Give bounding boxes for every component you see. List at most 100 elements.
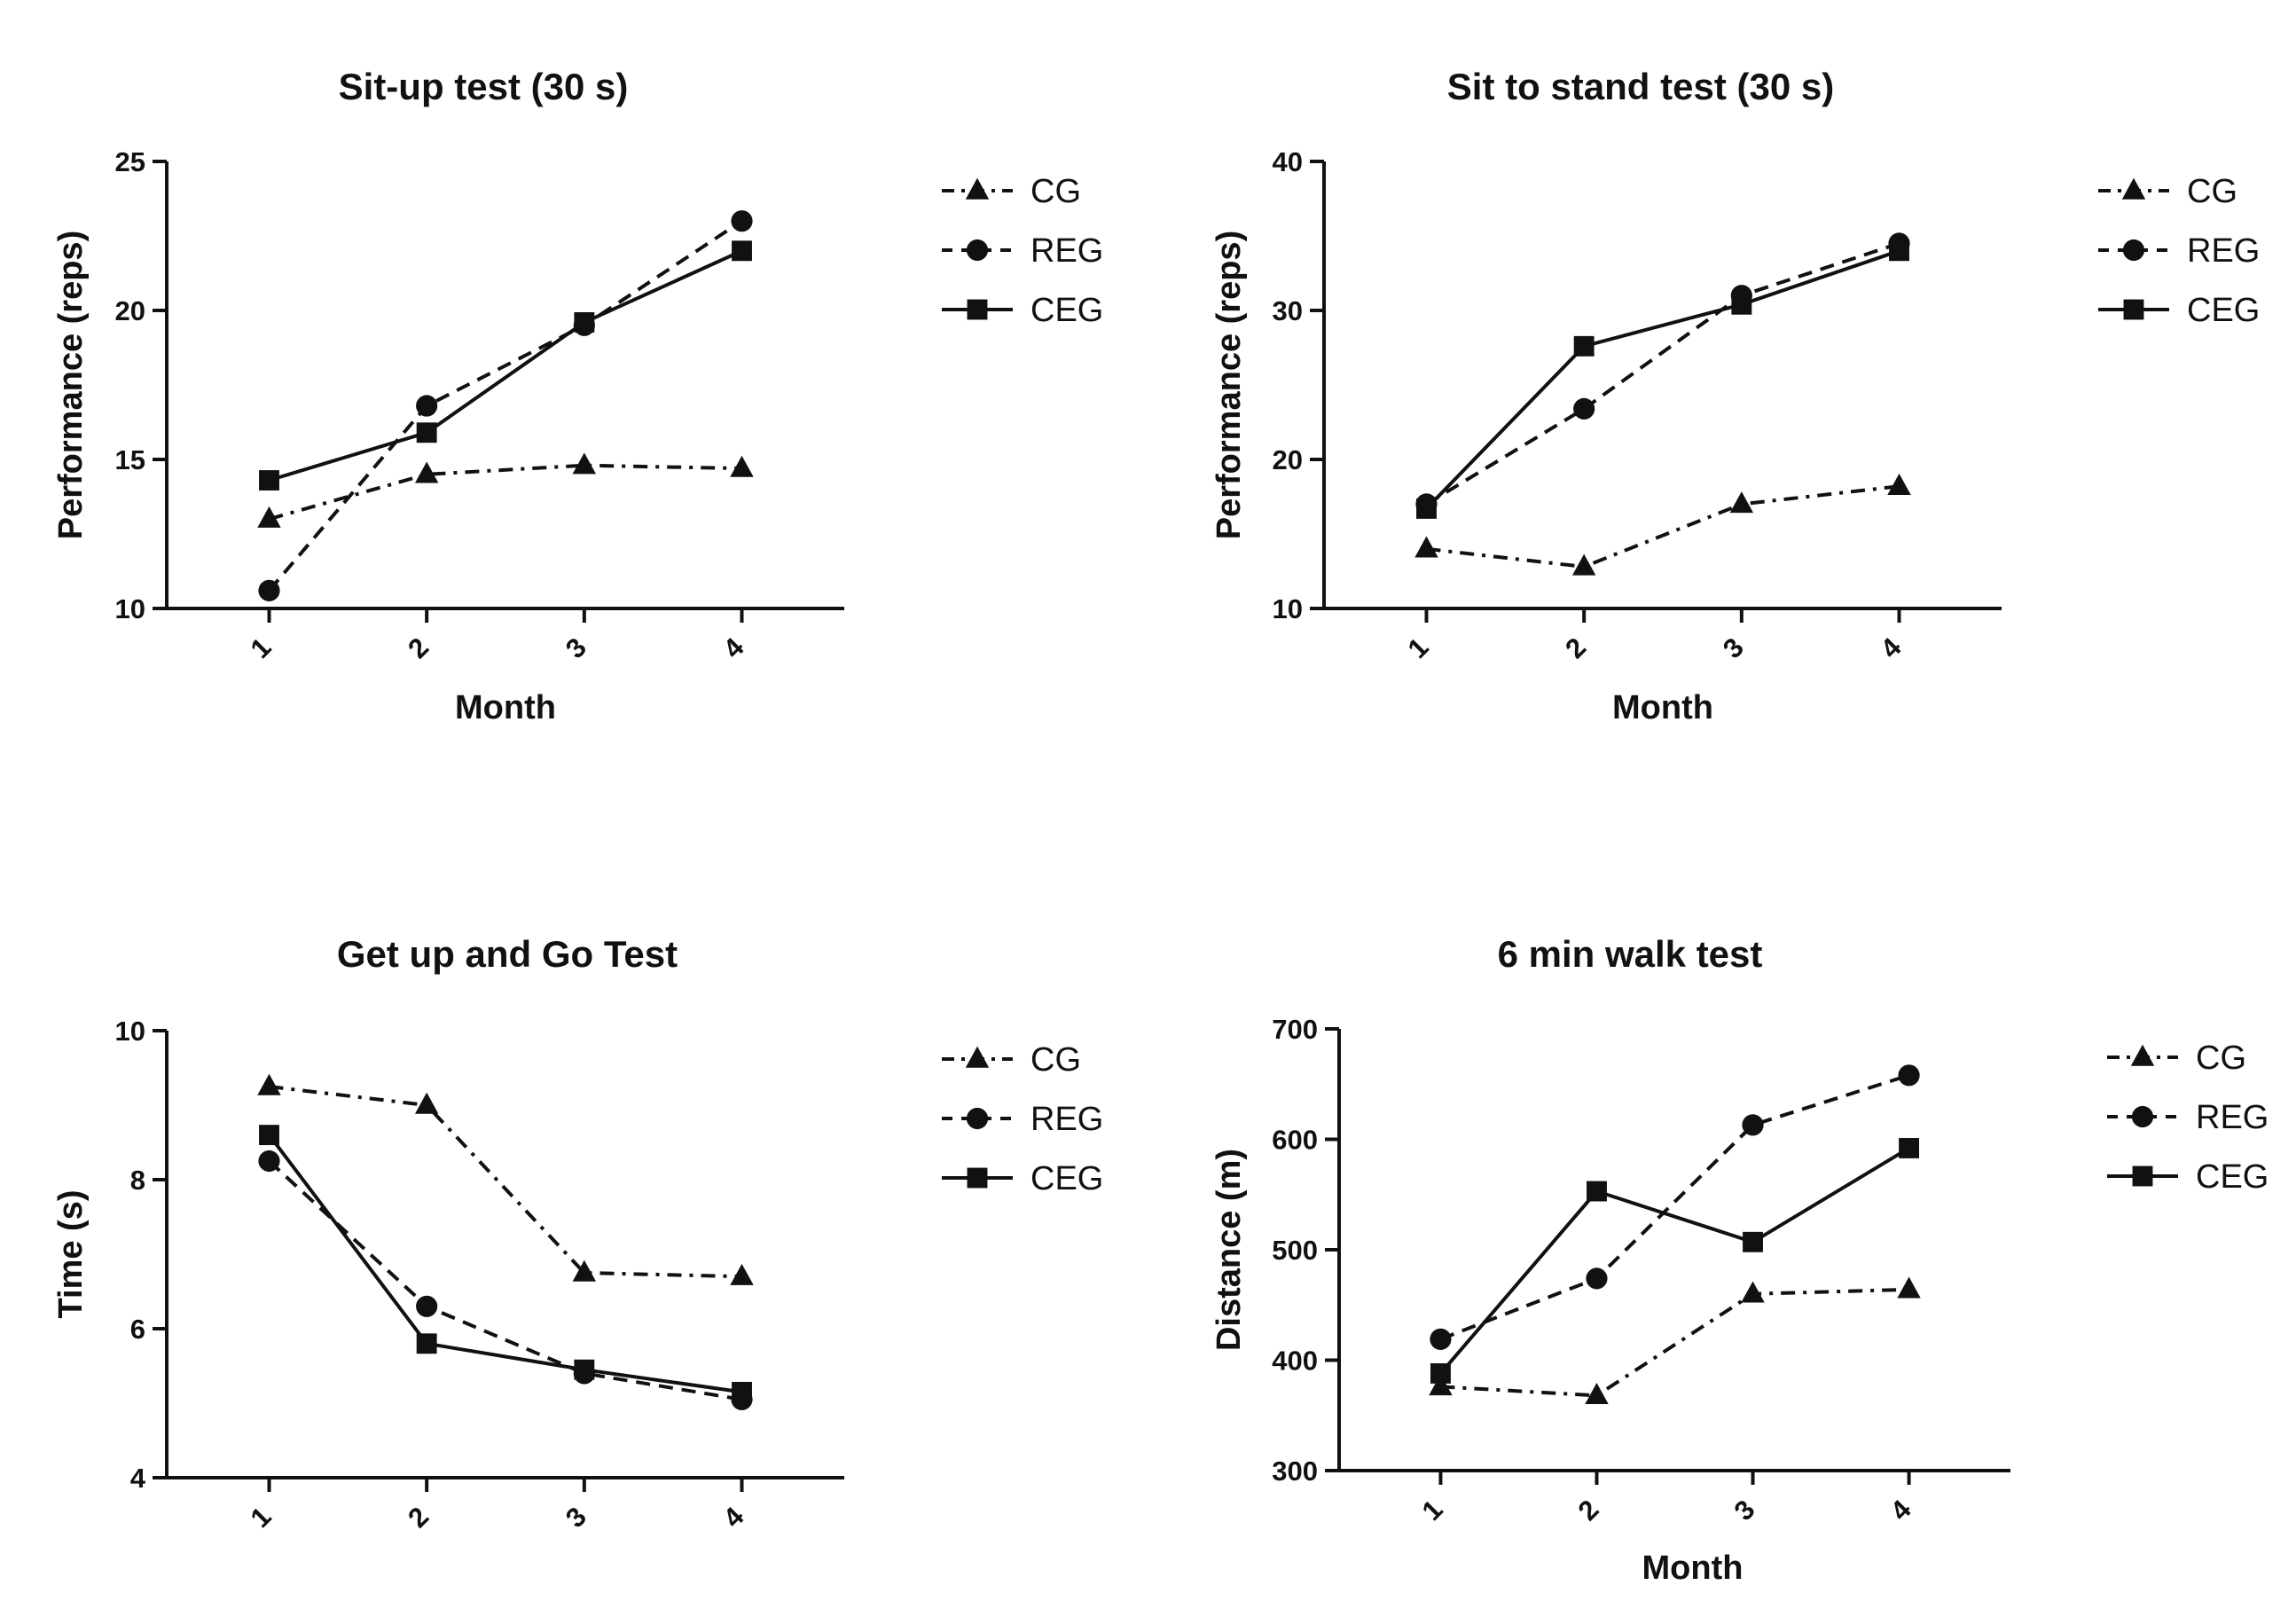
y-axis-label: Distance (m): [1211, 1149, 1248, 1351]
x-tick-label: 2: [402, 632, 435, 664]
series-line-CG: [1440, 1287, 1909, 1398]
data-point-CEG: [574, 312, 595, 333]
x-tick-label: 4: [717, 632, 750, 664]
data-point-CEG: [574, 1359, 595, 1380]
legend-marker-CG: [965, 177, 990, 200]
data-point-CG: [414, 1092, 439, 1114]
x-tick-label: 1: [245, 1501, 278, 1534]
legend-label-CEG: CEG: [1030, 292, 1103, 329]
data-point-CG: [257, 506, 281, 528]
legend-marker-REG: [2122, 239, 2145, 262]
legend-marker-CEG: [967, 299, 988, 320]
x-tick-label: 2: [1559, 632, 1592, 664]
x-tick-label: 2: [1572, 1494, 1605, 1526]
series-CEG: [1416, 240, 1909, 519]
legend-label-REG: REG: [2187, 232, 2260, 270]
data-point-REG: [258, 1150, 280, 1173]
data-point-CG: [1741, 1281, 1765, 1303]
legend-marker-CEG: [2132, 1165, 2153, 1187]
data-point-CEG: [1743, 1231, 1763, 1252]
series-line-REG: [268, 1159, 742, 1401]
data-point-CEG: [1899, 1138, 1920, 1158]
y-tick-label: 40: [1273, 146, 1303, 177]
y-tick-label: 10: [1273, 593, 1303, 624]
series-line-CEG: [1438, 1146, 1910, 1375]
series-REG: [258, 210, 753, 601]
y-tick-label: 500: [1272, 1235, 1318, 1266]
series-line-CG: [268, 463, 742, 522]
series-line-REG: [1439, 1073, 1910, 1341]
y-tick-label: 400: [1272, 1346, 1318, 1377]
data-point-CG: [1585, 1383, 1609, 1405]
data-point-CG: [1571, 553, 1596, 576]
data-point-CEG: [1430, 1363, 1451, 1384]
legend: CG REG CEG: [2098, 173, 2260, 329]
legend: CG REG CEG: [942, 173, 1103, 329]
chart-title: Sit-up test (30 s): [339, 66, 629, 107]
data-point-CG: [1729, 491, 1754, 514]
data-point-CG: [572, 452, 597, 475]
data-point-REG: [416, 1295, 438, 1317]
series-line-REG: [1425, 241, 1900, 506]
legend-label-CEG: CEG: [1030, 1160, 1103, 1197]
data-point-CG: [1897, 1276, 1921, 1299]
legend-label-CG: CG: [2196, 1040, 2246, 1077]
legend-label-CEG: CEG: [2196, 1158, 2269, 1196]
y-tick-label: 8: [130, 1165, 145, 1196]
data-point-CG: [730, 455, 754, 477]
series-REG: [1415, 232, 1910, 515]
chart-panel-4: 6 min walk test 300 400 500 600 700 1 2 3 4 Distan…: [1211, 933, 2269, 1587]
data-point-CEG: [416, 422, 437, 443]
data-point-REG: [731, 210, 753, 232]
legend-marker-CEG: [2123, 299, 2144, 320]
legend-label-REG: REG: [1030, 232, 1103, 270]
data-point-REG: [1898, 1064, 1920, 1087]
legend-label-REG: REG: [2196, 1099, 2269, 1136]
data-point-REG: [258, 579, 280, 601]
legend-label-CEG: CEG: [2187, 292, 2260, 329]
y-axis-label: Performance (reps): [1211, 231, 1248, 539]
data-point-REG: [1742, 1114, 1764, 1136]
x-tick-label: 1: [1402, 632, 1435, 664]
y-tick-label: 25: [115, 146, 145, 177]
y-tick-label: 30: [1273, 295, 1303, 326]
legend-marker-REG: [966, 239, 989, 262]
y-tick-label: 10: [115, 593, 145, 624]
y-tick-label: 6: [130, 1314, 145, 1345]
x-tick-label: 4: [1885, 1494, 1917, 1526]
series-line-CEG: [267, 1134, 742, 1394]
series-line-CG: [269, 1085, 742, 1279]
series-CEG: [259, 240, 752, 491]
x-tick-label: 1: [1416, 1494, 1449, 1526]
chart-panel-1: Sit-up test (30 s) 10 15 20 25 1 2 3 4 Performanc…: [52, 66, 1103, 726]
x-tick-label: 2: [402, 1501, 435, 1534]
data-point-CEG: [732, 240, 752, 262]
y-tick-label: 4: [130, 1463, 146, 1494]
legend-label-CG: CG: [1030, 1041, 1081, 1079]
chart-title: 6 min walk test: [1498, 933, 1763, 975]
data-point-CEG: [1587, 1181, 1607, 1202]
legend-marker-REG: [2131, 1105, 2154, 1128]
chart-title: Get up and Go Test: [337, 933, 678, 975]
series-CG: [1429, 1276, 1921, 1405]
data-point-CEG: [1416, 498, 1437, 519]
data-point-CG: [414, 461, 439, 483]
legend-marker-CG: [965, 1046, 990, 1068]
data-point-REG: [1430, 1328, 1452, 1350]
data-point-CG: [1414, 536, 1438, 558]
x-tick-label: 3: [1717, 632, 1750, 664]
legend: CG REG CEG: [2107, 1040, 2269, 1196]
series-line-CG: [1426, 484, 1900, 569]
data-point-REG: [1586, 1267, 1608, 1290]
y-tick-label: 700: [1272, 1014, 1318, 1045]
data-point-REG: [416, 395, 438, 417]
data-point-CEG: [259, 1125, 279, 1146]
y-tick-label: 600: [1272, 1125, 1318, 1156]
y-tick-label: 20: [1273, 444, 1303, 475]
x-tick-label: 4: [717, 1501, 750, 1534]
data-point-CEG: [1573, 335, 1595, 357]
y-axis-label: Performance (reps): [52, 231, 90, 539]
y-tick-label: 20: [115, 295, 145, 326]
